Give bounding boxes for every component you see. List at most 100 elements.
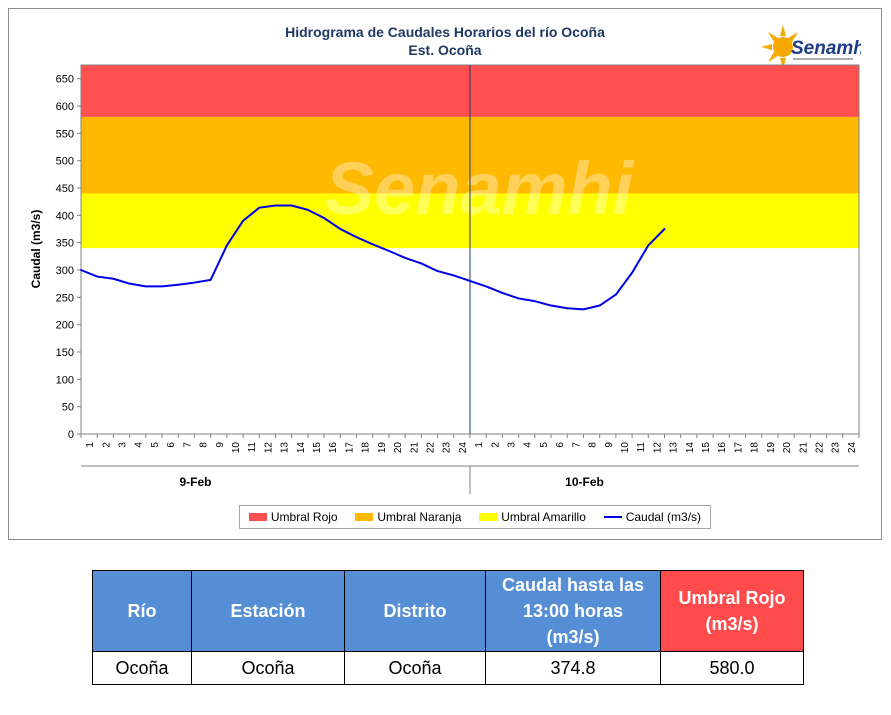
y-tick-label-100: 100 [56, 374, 74, 386]
x-tick-label-44: 21 [798, 442, 809, 454]
x-tick-label-40: 17 [733, 442, 744, 454]
x-tick-label-38: 15 [701, 442, 712, 454]
x-tick-label-47: 24 [847, 442, 858, 454]
legend-swatch-rojo [248, 513, 267, 521]
logo-text: Senamhi [791, 38, 861, 59]
y-tick-label-0: 0 [68, 429, 74, 441]
x-tick-label-18: 19 [377, 442, 388, 454]
header-estacion: Estación [191, 570, 345, 652]
x-tick-label-23: 24 [458, 442, 469, 454]
y-tick-label-500: 500 [56, 156, 74, 168]
senamhi-logo: Senamhi [761, 25, 861, 69]
x-tick-label-8: 9 [215, 442, 226, 448]
legend-item-amarillo: Umbral Amarillo [479, 510, 586, 524]
hydrograph-chart: Senamhi 0 50 100 150 200 250 300 350 400 450 500 550… [29, 64, 860, 494]
x-tick-label-30: 7 [571, 442, 582, 448]
x-tick-label-22: 23 [442, 442, 453, 454]
x-tick-label-27: 4 [523, 442, 534, 448]
cell-distrito: Ocoña [344, 651, 486, 685]
y-tick-label-400: 400 [56, 210, 74, 222]
chart-title: Hidrograma de Caudales Horarios del río … [285, 24, 605, 40]
legend-item-caudal: Caudal (m3/s) [603, 510, 702, 524]
x-tick-label-1: 2 [101, 442, 112, 448]
chart-frame: Hidrograma de Caudales Horarios del río … [8, 8, 882, 540]
x-tick-label-20: 21 [409, 442, 420, 454]
watermark-text: Senamhi [325, 147, 635, 230]
x-tick-label-15: 16 [328, 442, 339, 454]
x-tick-label-24: 1 [474, 442, 485, 448]
cell-umbral-rojo: 580.0 [660, 651, 804, 685]
x-tick-label-9: 10 [231, 442, 242, 454]
header-distrito: Distrito [344, 570, 486, 652]
legend-item-rojo: Umbral Rojo [248, 510, 338, 524]
y-tick-label-350: 350 [56, 238, 74, 250]
x-tick-label-17: 18 [361, 442, 372, 454]
x-tick-label-32: 9 [604, 442, 615, 448]
y-tick-label-150: 150 [56, 347, 74, 359]
x-tick-label-39: 16 [717, 442, 728, 454]
x-tick-label-31: 8 [588, 442, 599, 448]
y-tick-label-650: 650 [56, 74, 74, 86]
chart-subtitle: Est. Ocoña [408, 42, 482, 58]
legend-label-caudal: Caudal (m3/s) [625, 510, 702, 524]
x-tick-label-11: 12 [263, 442, 274, 454]
x-tick-label-12: 13 [280, 442, 291, 454]
legend-label-rojo: Umbral Rojo [270, 510, 338, 524]
y-tick-label-250: 250 [56, 292, 74, 304]
x-tick-label-41: 18 [750, 442, 761, 454]
x-tick-label-37: 14 [685, 442, 696, 454]
x-tick-label-29: 6 [555, 442, 566, 448]
cell-rio: Ocoña [92, 651, 192, 685]
x-tick-label-6: 7 [182, 442, 193, 448]
y-tick-label-550: 550 [56, 128, 74, 140]
x-tick-label-43: 20 [782, 442, 793, 454]
x-tick-label-16: 17 [344, 442, 355, 454]
x-tick-label-14: 15 [312, 442, 323, 454]
summary-data-row: Ocoña Ocoña Ocoña 374.8 580.0 [92, 651, 804, 685]
y-tick-label-50: 50 [62, 402, 74, 414]
x-tick-label-42: 19 [766, 442, 777, 454]
x-tick-label-36: 13 [669, 442, 680, 454]
y-tick-label-450: 450 [56, 183, 74, 195]
header-caudal: Caudal hasta las 13:00 horas (m3/s) [485, 570, 661, 652]
header-rio: Río [92, 570, 192, 652]
x-tick-label-28: 5 [539, 442, 550, 448]
y-axis-label: Caudal (m3/s) [29, 210, 43, 289]
legend-label-naranja: Umbral Naranja [377, 510, 462, 524]
cell-estacion: Ocoña [191, 651, 345, 685]
x-tick-label-13: 14 [296, 442, 307, 454]
chart-legend: Umbral Rojo Umbral Naranja Umbral Amaril… [239, 505, 711, 529]
y-tick-label-300: 300 [56, 265, 74, 277]
legend-swatch-amarillo [479, 513, 498, 521]
chart-title-block: Hidrograma de Caudales Horarios del río … [9, 23, 881, 59]
x-tick-label-10: 11 [247, 442, 258, 453]
y-tick-label-200: 200 [56, 320, 74, 332]
x-tick-label-33: 10 [620, 442, 631, 454]
x-tick-label-45: 22 [814, 442, 825, 454]
x-tick-label-7: 8 [199, 442, 210, 448]
header-umbral-rojo: Umbral Rojo (m3/s) [660, 570, 804, 652]
x-tick-label-26: 3 [507, 442, 518, 448]
legend-item-naranja: Umbral Naranja [355, 510, 461, 524]
x-tick-label-4: 5 [150, 442, 161, 448]
x-tick-label-21: 22 [425, 442, 436, 454]
series-line-0 [80, 204, 666, 311]
x-tick-label-19: 20 [393, 442, 404, 454]
x-tick-label-35: 12 [652, 442, 663, 454]
summary-header-row: Río Estación Distrito Caudal hasta las 1… [92, 570, 804, 652]
day-label-0: 9-Feb [179, 475, 211, 489]
x-tick-label-46: 23 [831, 442, 842, 454]
x-tick-label-5: 6 [166, 442, 177, 448]
x-tick-label-0: 1 [85, 442, 96, 448]
x-tick-label-34: 11 [636, 442, 647, 453]
x-tick-label-2: 3 [118, 442, 129, 448]
legend-label-amarillo: Umbral Amarillo [501, 510, 586, 524]
x-tick-label-3: 4 [134, 442, 145, 448]
legend-swatch-naranja [355, 513, 374, 521]
legend-swatch-caudal [603, 516, 622, 518]
day-label-1: 10-Feb [565, 475, 604, 489]
summary-table: Río Estación Distrito Caudal hasta las 1… [92, 570, 804, 685]
y-tick-label-600: 600 [56, 101, 74, 113]
x-tick-label-25: 2 [490, 442, 501, 448]
cell-caudal: 374.8 [485, 651, 661, 685]
